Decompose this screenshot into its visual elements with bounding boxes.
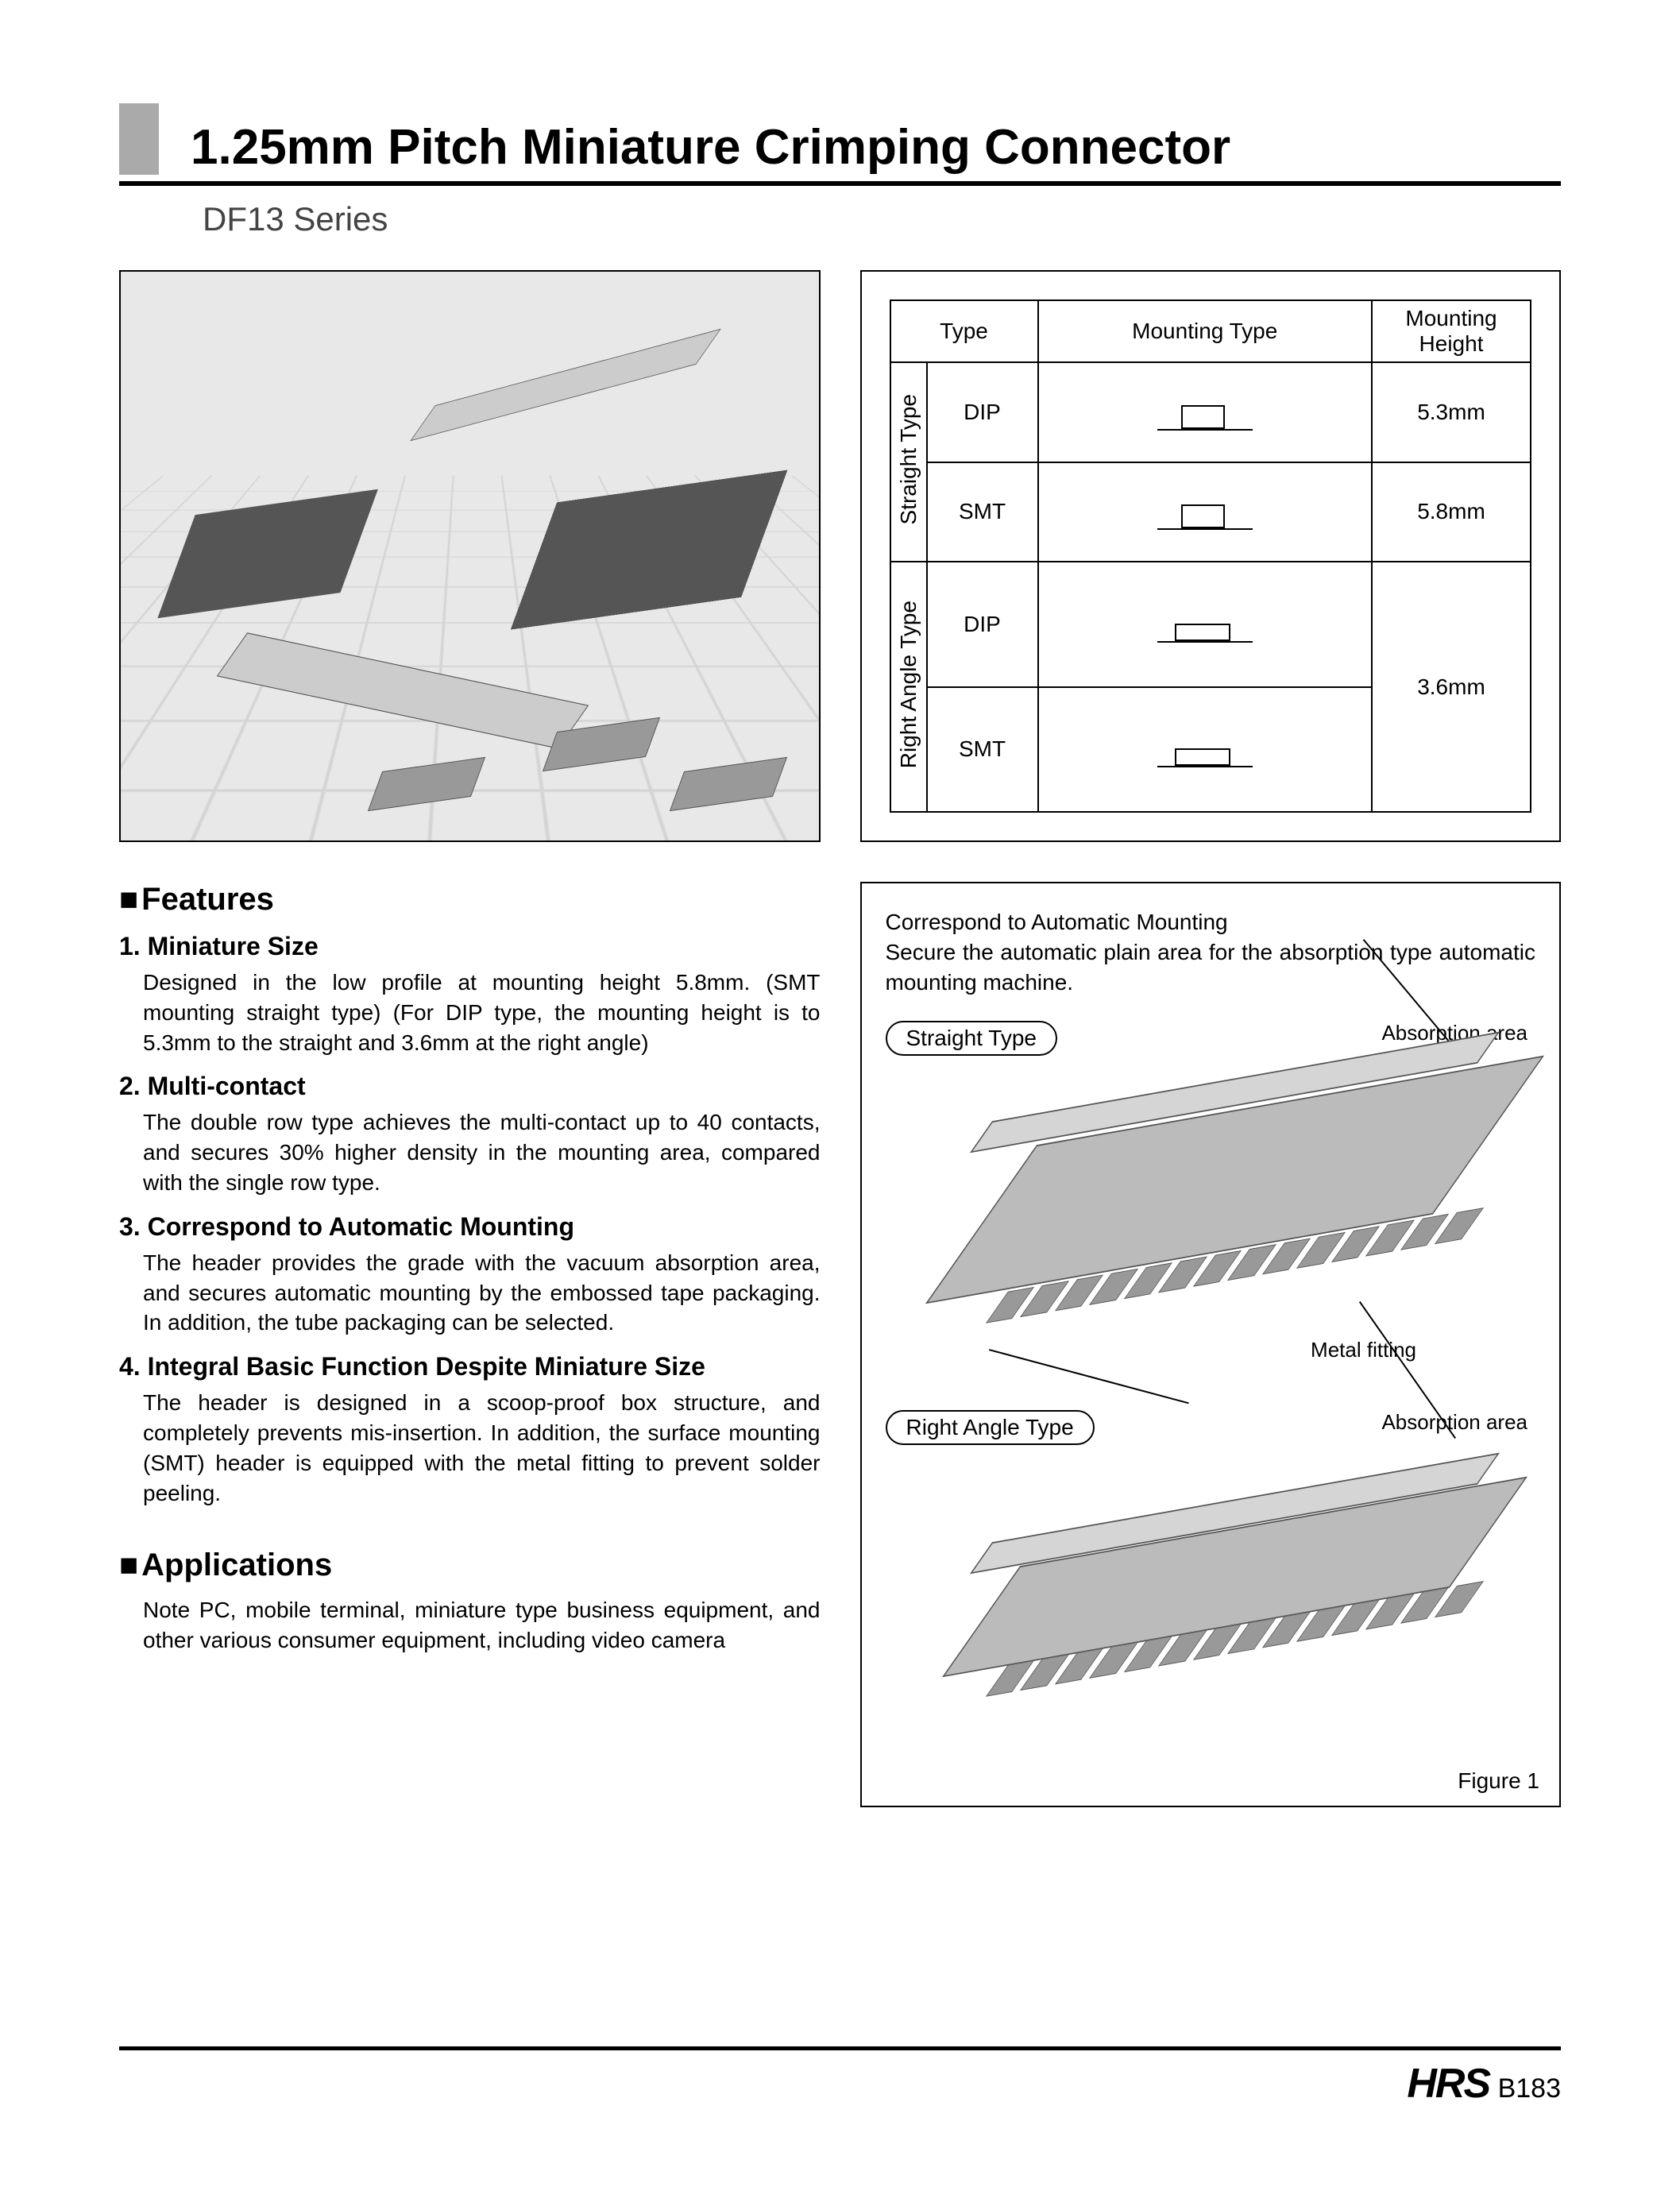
mount-icon-straight-smt [1157,484,1253,539]
straight-type-pill: Straight Type [886,1021,1057,1056]
applications-heading: Applications [119,1548,821,1583]
feature-title: 3. Correspond to Automatic Mounting [119,1212,821,1242]
group-straight: Straight Type [890,362,927,562]
feature-body: The header provides the grade with the v… [143,1248,821,1338]
title-row: 1.25mm Pitch Miniature Crimping Connecto… [119,103,1561,186]
col-mounting-type: Mounting Type [1038,300,1373,362]
feature-body: Designed in the low profile at mounting … [143,968,821,1057]
applications-body: Note PC, mobile terminal, miniature type… [143,1595,821,1656]
feature-item: 1. Miniature Size Designed in the low pr… [119,932,821,1057]
figure-number: Figure 1 [1458,1768,1539,1794]
page-number: B183 [1498,2073,1561,2104]
figure-intro-body: Secure the automatic plain area for the … [886,937,1536,998]
photo-stick [410,329,721,441]
cell-mount-diagram [1038,562,1373,686]
content-columns: Features 1. Miniature Size Designed in t… [119,270,1561,1807]
feature-title: 1. Miniature Size [119,932,821,961]
cell-height: 5.8mm [1372,462,1531,562]
feature-item: 3. Correspond to Automatic Mounting The … [119,1212,821,1338]
cell-type: DIP [927,562,1038,686]
cell-type: SMT [927,462,1038,562]
cell-type: DIP [927,362,1038,462]
connector-right-angle [981,1521,1489,1633]
table-header-row: Type Mounting Type Mounting Height [890,300,1531,362]
left-column: Features 1. Miniature Size Designed in t… [119,270,821,1807]
type-table: Type Mounting Type Mounting Height Strai… [890,299,1532,813]
features-heading: Features [119,882,821,918]
mount-icon-straight-dip [1157,384,1253,440]
feature-title: 2. Multi-contact [119,1072,821,1101]
cell-height: 5.3mm [1372,362,1531,462]
col-type: Type [890,300,1038,362]
figure-box: Correspond to Automatic Mounting Secure … [860,882,1562,1807]
figure-straight: Straight Type Absorption area Metal fitt… [886,1005,1536,1347]
feature-item: 2. Multi-contact The double row type ach… [119,1072,821,1197]
cell-height-merged: 3.6mm [1372,562,1531,812]
figure-intro-title: Correspond to Automatic Mounting [886,907,1536,937]
cell-mount-diagram [1038,362,1373,462]
feature-body: The header is designed in a scoop-proof … [143,1388,821,1508]
group-label: Straight Type [896,394,921,524]
title-accent-bar [119,103,159,175]
page-title: 1.25mm Pitch Miniature Crimping Connecto… [191,121,1230,175]
brand-logo: HRS [1407,2060,1489,2108]
cell-type: SMT [927,687,1038,812]
group-label: Right Angle Type [896,601,921,768]
table-row: SMT 5.8mm [890,462,1531,562]
cell-mount-diagram [1038,687,1373,812]
feature-body: The double row type achieves the multi-c… [143,1107,821,1197]
cell-mount-diagram [1038,462,1373,562]
absorption-area-label: Absorption area [1381,1410,1527,1435]
mount-icon-ra-dip [1157,597,1253,652]
feature-item: 4. Integral Basic Function Despite Minia… [119,1352,821,1508]
page-subtitle: DF13 Series [203,200,1561,238]
connector-straight [981,1100,1489,1259]
group-right-angle: Right Angle Type [890,562,927,812]
col-mounting-height: Mounting Height [1372,300,1531,362]
figure-right-angle: Right Angle Type Absorption area [886,1394,1536,1736]
page-header: 1.25mm Pitch Miniature Crimping Connecto… [119,103,1561,238]
type-table-container: Type Mounting Type Mounting Height Strai… [860,270,1562,842]
right-angle-type-pill: Right Angle Type [886,1410,1095,1445]
feature-title: 4. Integral Basic Function Despite Minia… [119,1352,821,1381]
table-row: Straight Type DIP 5.3mm [890,362,1531,462]
table-row: Right Angle Type DIP 3.6mm [890,562,1531,686]
page-footer: HRS B183 [119,2046,1561,2108]
datasheet-page: 1.25mm Pitch Miniature Crimping Connecto… [0,0,1680,2187]
right-column: Type Mounting Type Mounting Height Strai… [860,270,1562,1807]
mount-icon-ra-smt [1157,721,1253,777]
product-photo [119,270,821,842]
